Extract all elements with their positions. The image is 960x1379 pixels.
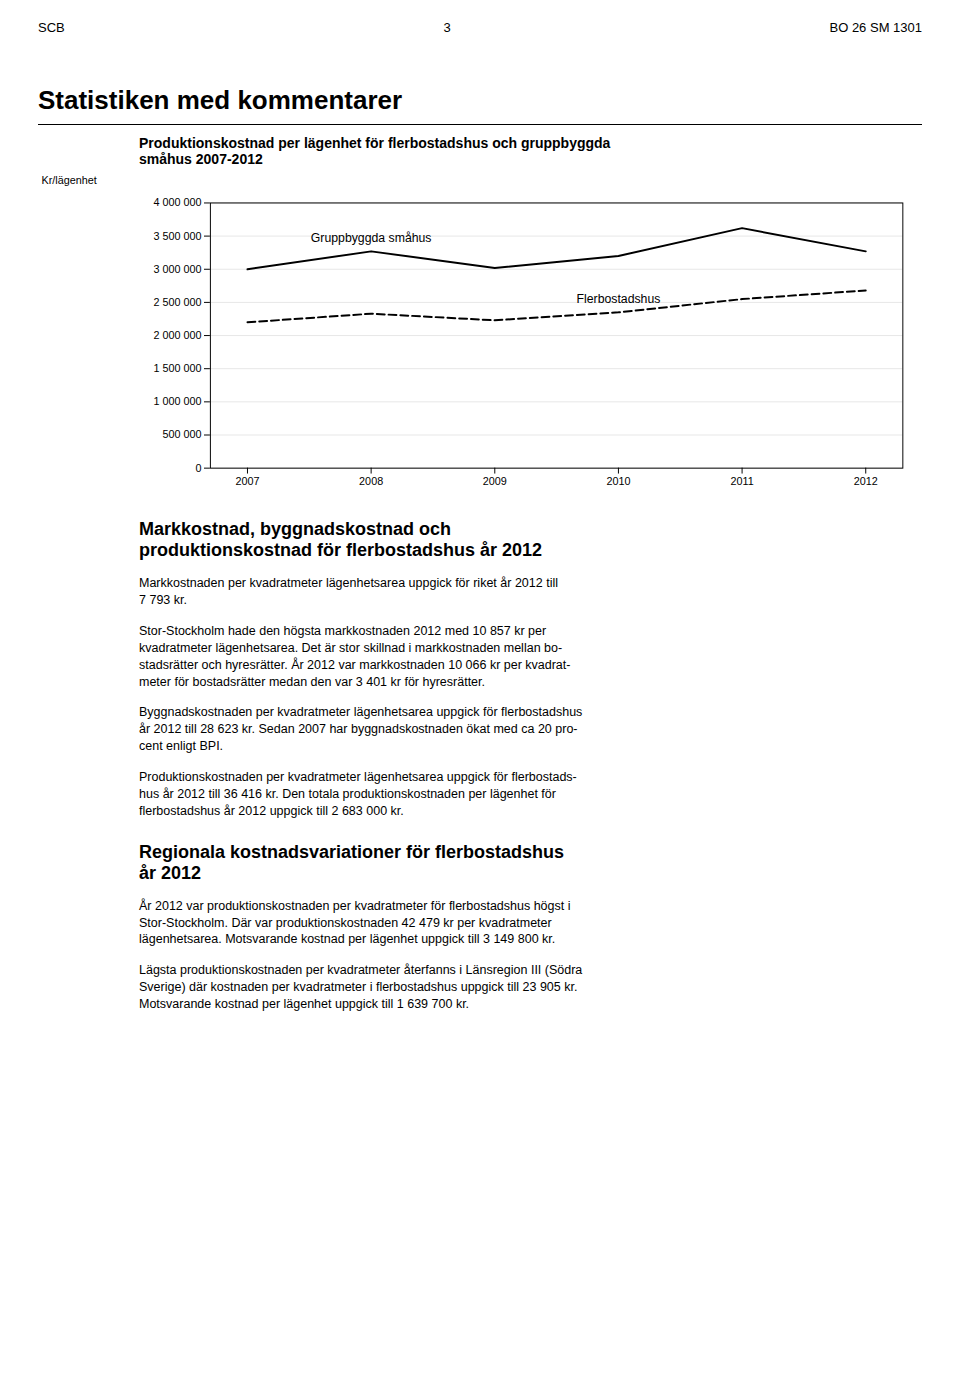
svg-text:Gruppbyggda småhus: Gruppbyggda småhus (311, 231, 432, 245)
svg-text:2 000 000: 2 000 000 (154, 329, 202, 341)
svg-text:500 000: 500 000 (163, 428, 202, 440)
svg-text:1 000 000: 1 000 000 (154, 395, 202, 407)
html-text:Lägsta produktionskostnaden pe: Lägsta produktionskostnaden per kvadratm… (139, 963, 583, 1011)
html-text:Byggnadskostnaden per kvadratm: Byggnadskostnaden per kvadratmeter lägen… (139, 705, 583, 754)
html-text:BO 26 SM 1301: BO 26 SM 1301 (829, 20, 922, 35)
html-text:Regionala kostnadsvariationer: Regionala kostnadsvariationer för flerbo… (139, 841, 565, 883)
svg-text:4 000 000: 4 000 000 (154, 196, 202, 208)
html-text:Statistiken med kommentarer: Statistiken med kommentarer (38, 85, 403, 115)
svg-text:0: 0 (196, 462, 202, 474)
html-text:Stor-Stockholm hade den högsta: Stor-Stockholm hade den högsta markkostn… (139, 623, 571, 689)
html-text:SCB: SCB (38, 20, 65, 35)
html-text:År 2012 var produktionskostnad: År 2012 var produktionskostnaden per kva… (139, 898, 571, 947)
html-text:Produktionskostnad per lägenhe: Produktionskostnad per lägenhet för fler… (139, 135, 611, 167)
svg-text:2009: 2009 (483, 475, 507, 487)
svg-text:2011: 2011 (730, 475, 753, 487)
svg-text:Flerbostadshus: Flerbostadshus (577, 292, 661, 306)
html-text:Markkostnad, byggnadskostnad o: Markkostnad, byggnadskostnad och produkt… (139, 519, 543, 561)
html-text:3: 3 (443, 20, 451, 35)
html-text:Markkostnaden per kvadratmeter: Markkostnaden per kvadratmeter lägenhets… (139, 576, 558, 607)
svg-text:2008: 2008 (359, 475, 383, 487)
svg-text:3 000 000: 3 000 000 (154, 263, 202, 275)
html-text:Produktionskostnaden per kvadr: Produktionskostnaden per kvadratmeter lä… (139, 770, 577, 818)
svg-text:2010: 2010 (606, 475, 630, 487)
svg-text:2007: 2007 (235, 475, 259, 487)
svg-text:2 500 000: 2 500 000 (154, 296, 202, 308)
svg-text:1 500 000: 1 500 000 (154, 362, 202, 374)
svg-text:2012: 2012 (854, 475, 878, 487)
svg-text:Kr/lägenhet: Kr/lägenhet (41, 174, 96, 186)
svg-text:3 500 000: 3 500 000 (154, 230, 202, 242)
